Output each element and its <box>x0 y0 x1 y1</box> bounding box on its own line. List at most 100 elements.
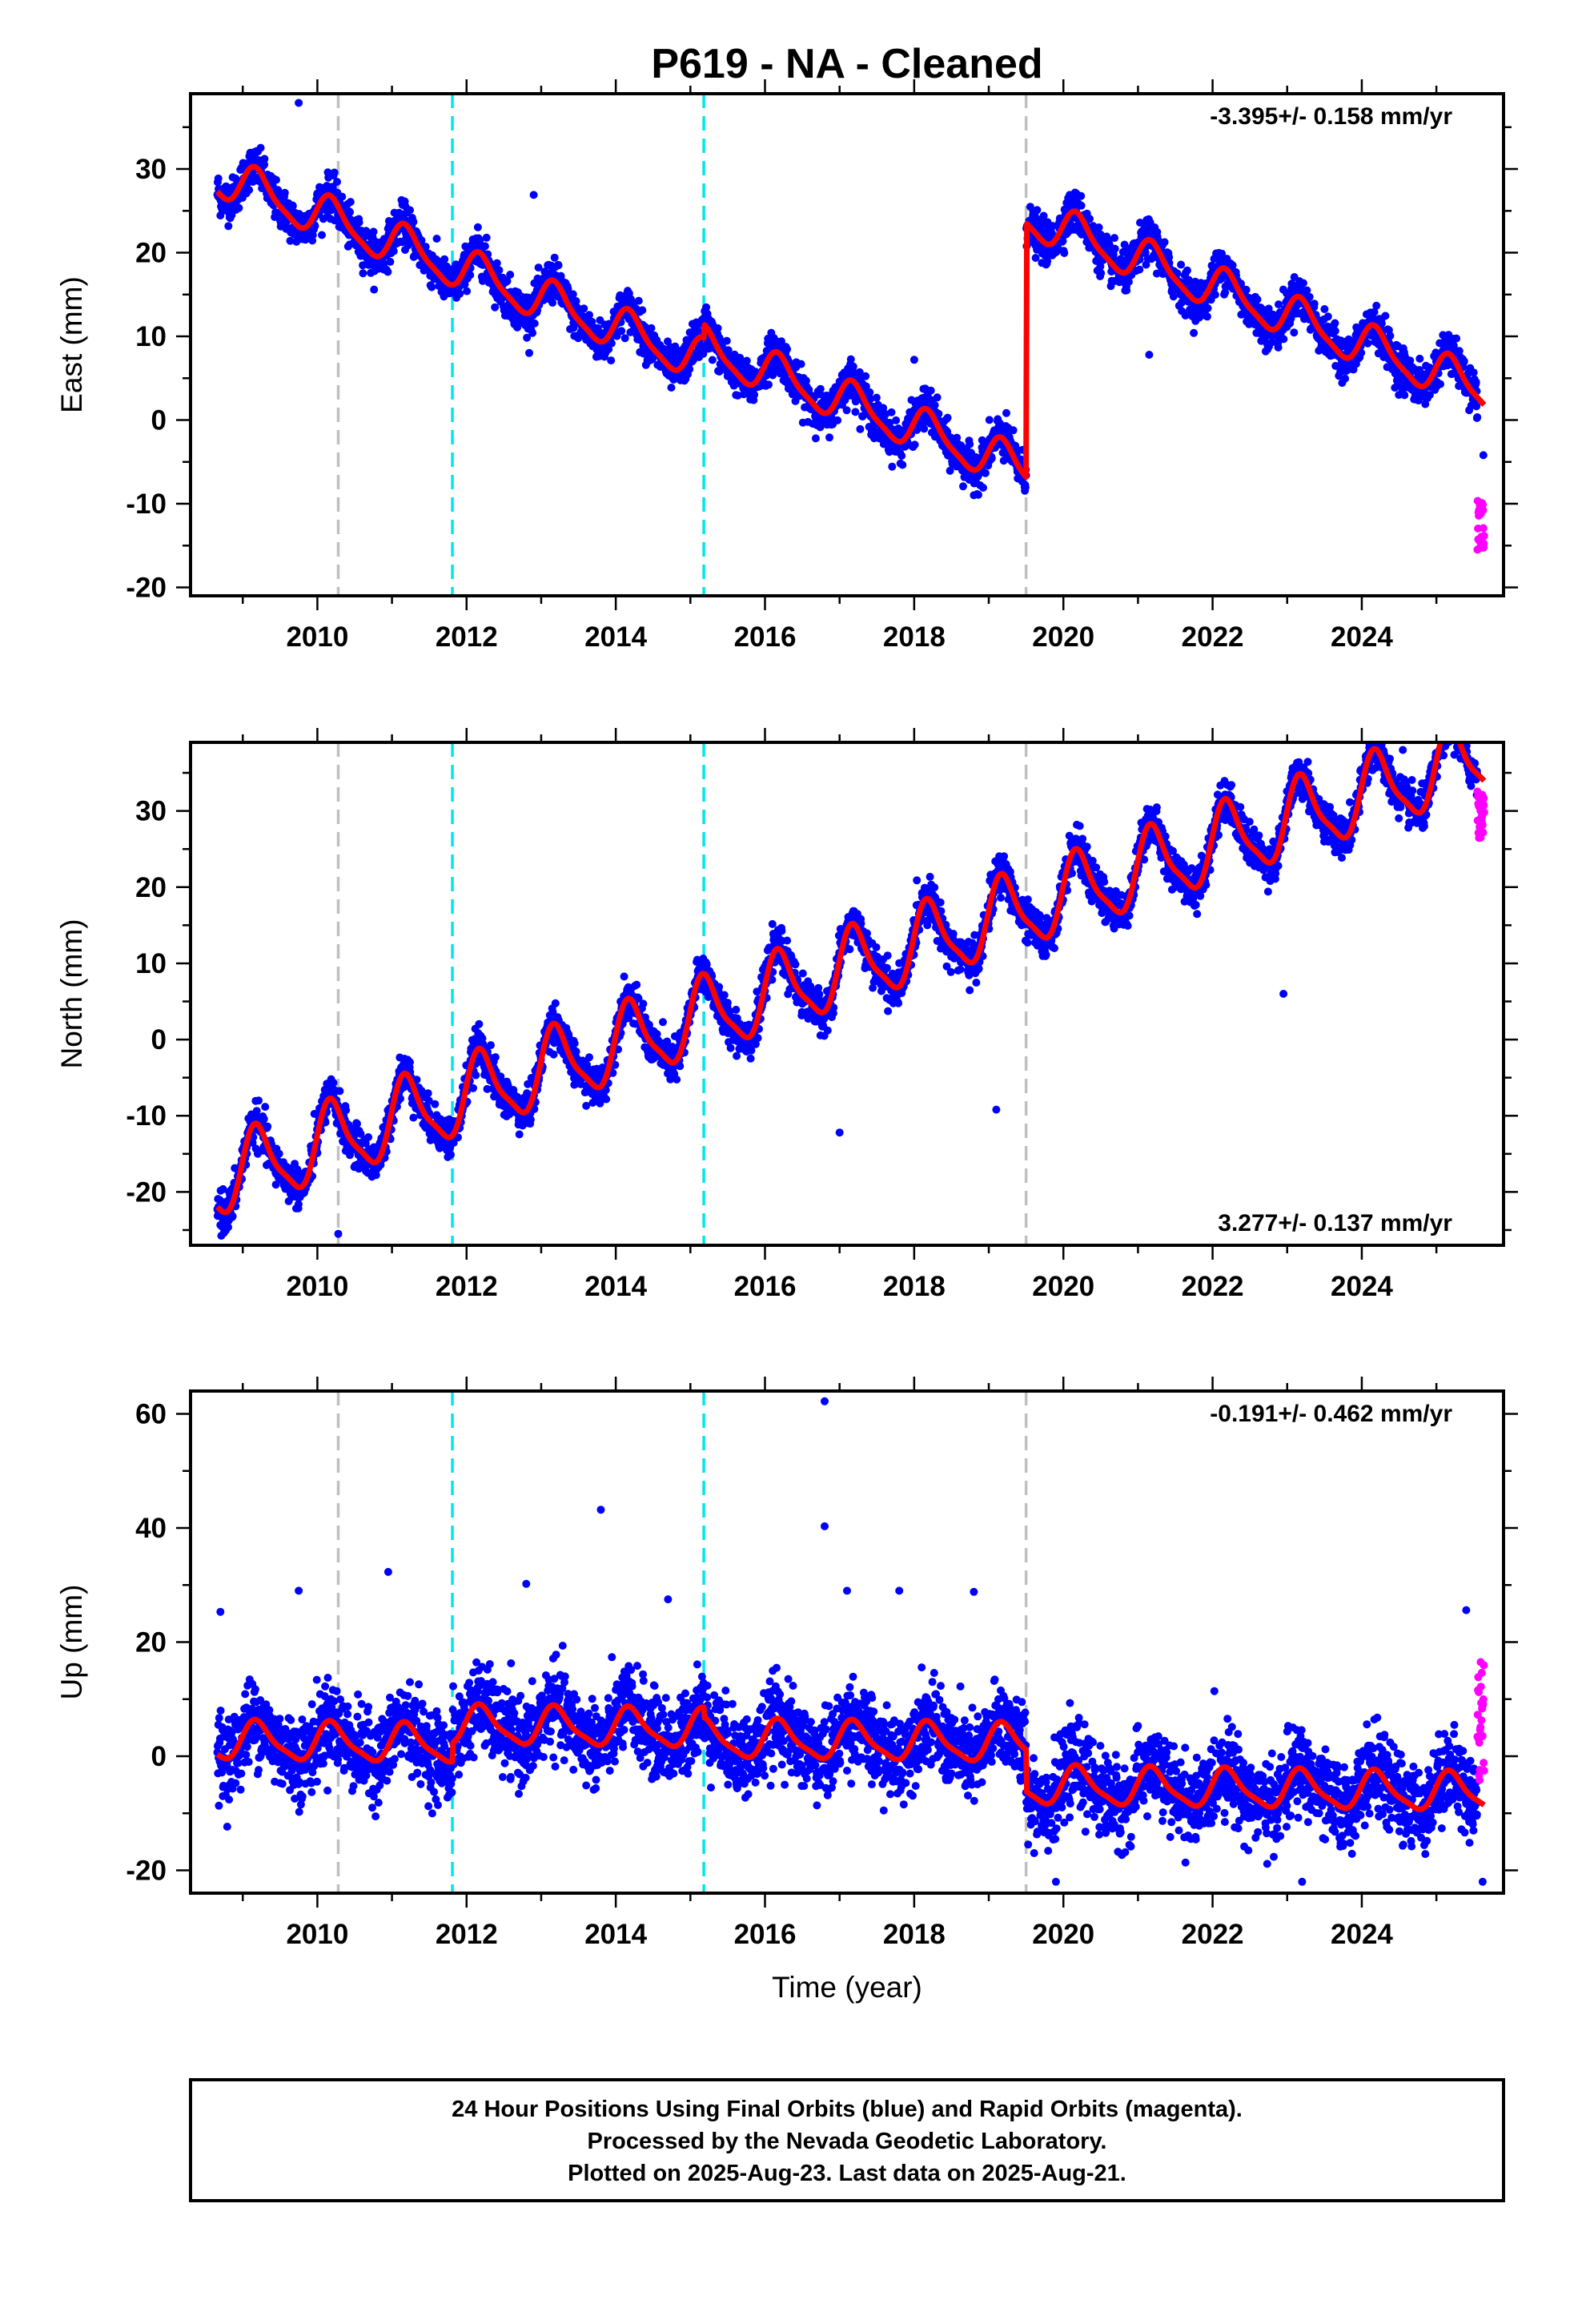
x-tick-label: 2024 <box>1331 621 1393 653</box>
final-point <box>797 360 805 368</box>
final-point <box>1386 332 1395 340</box>
final-point <box>1203 312 1211 321</box>
final-point <box>1452 334 1461 343</box>
final-point <box>1110 244 1119 253</box>
final-point <box>353 1120 361 1128</box>
final-point <box>897 452 906 460</box>
final-point <box>910 440 919 449</box>
final-point <box>432 235 441 243</box>
final-point <box>550 253 559 262</box>
final-point <box>456 289 464 298</box>
final-point <box>554 261 563 270</box>
final-point <box>370 285 379 294</box>
final-point <box>1002 408 1010 417</box>
final-point <box>585 311 593 320</box>
final-point <box>722 336 731 345</box>
final-point <box>288 202 297 211</box>
final-point <box>261 1103 270 1112</box>
final-point <box>811 434 820 443</box>
final-point <box>1310 300 1319 308</box>
final-point <box>607 356 616 365</box>
final-point <box>534 263 543 272</box>
final-point-outlier <box>909 356 918 364</box>
final-point <box>851 408 860 416</box>
final-point <box>530 319 539 328</box>
final-point <box>224 222 233 231</box>
final-point <box>647 324 656 332</box>
final-point <box>1110 234 1118 243</box>
final-point <box>1274 343 1283 352</box>
final-point <box>275 1149 283 1158</box>
final-point <box>1341 374 1350 383</box>
x-tick-label: 2018 <box>883 621 946 653</box>
final-point <box>872 393 881 402</box>
final-point <box>1460 357 1468 365</box>
final-point <box>386 257 395 266</box>
final-point <box>214 174 223 183</box>
final-point <box>1299 279 1307 287</box>
final-point <box>528 328 537 337</box>
final-point <box>580 304 588 313</box>
final-point <box>1290 328 1299 337</box>
final-point <box>887 408 896 416</box>
final-point <box>1211 291 1219 299</box>
x-tick-label: 2020 <box>1032 621 1094 653</box>
final-point <box>421 243 430 251</box>
final-point <box>318 231 326 239</box>
final-point <box>856 424 865 433</box>
final-point <box>833 416 842 424</box>
final-point <box>260 160 269 169</box>
final-point <box>466 271 475 279</box>
x-tick-label: 2014 <box>584 621 647 653</box>
final-point <box>1031 254 1040 262</box>
y-tick-label: -20 <box>126 573 167 604</box>
final-point <box>943 413 952 422</box>
y-tick-label: 30 <box>135 154 167 185</box>
final-point <box>1135 265 1144 274</box>
final-point <box>1469 368 1478 377</box>
final-point <box>816 384 825 393</box>
final-point <box>607 339 616 348</box>
final-point <box>1372 301 1381 310</box>
final-point <box>593 324 602 332</box>
final-point <box>473 223 482 231</box>
final-point <box>480 242 489 251</box>
final-point <box>842 406 851 415</box>
y-axis-label: East (mm) <box>55 276 88 413</box>
final-point <box>930 400 939 409</box>
final-point <box>417 236 426 245</box>
final-point <box>1279 335 1288 344</box>
final-point <box>981 468 990 477</box>
final-point <box>1242 285 1251 294</box>
final-point <box>1320 305 1329 313</box>
final-point <box>638 306 647 315</box>
final-point-outlier <box>295 99 303 107</box>
final-point <box>926 386 935 395</box>
final-point <box>478 276 487 285</box>
final-point <box>286 236 295 245</box>
final-point <box>564 284 572 293</box>
final-point <box>1182 266 1191 275</box>
final-point <box>1203 304 1212 312</box>
final-point <box>235 203 243 212</box>
final-point <box>920 424 929 433</box>
final-point <box>548 299 557 307</box>
final-point <box>1021 483 1030 492</box>
final-point <box>685 365 694 373</box>
final-point <box>1160 238 1169 247</box>
final-point <box>1097 269 1106 278</box>
final-point <box>959 482 967 491</box>
final-point <box>742 356 751 365</box>
final-point <box>495 266 504 275</box>
final-point <box>1094 223 1103 231</box>
final-point <box>1331 327 1339 336</box>
final-orbit-points <box>213 742 1482 1240</box>
y-tick-label: -10 <box>126 489 167 520</box>
rapid-point <box>1479 506 1488 514</box>
final-point <box>620 334 629 343</box>
final-point <box>330 168 339 177</box>
final-point <box>1060 249 1069 257</box>
rapid-point <box>1480 532 1488 541</box>
final-point <box>898 460 907 469</box>
